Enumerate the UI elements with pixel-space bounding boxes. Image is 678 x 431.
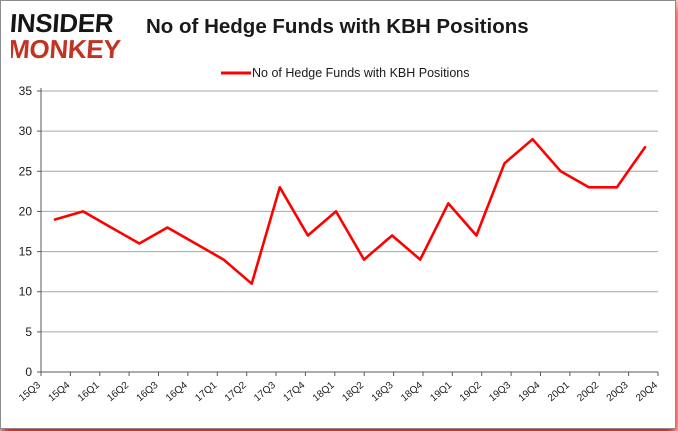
svg-text:20: 20 (19, 204, 33, 218)
svg-text:10: 10 (19, 285, 33, 299)
svg-text:35: 35 (19, 84, 33, 98)
svg-text:0: 0 (25, 365, 32, 379)
svg-text:17Q3: 17Q3 (252, 380, 278, 404)
svg-text:20Q2: 20Q2 (575, 380, 601, 404)
svg-text:15Q3: 15Q3 (17, 380, 43, 404)
svg-text:15Q4: 15Q4 (47, 380, 73, 404)
svg-text:18Q2: 18Q2 (340, 380, 366, 404)
svg-text:18Q3: 18Q3 (370, 380, 396, 404)
svg-text:19Q4: 19Q4 (517, 380, 543, 404)
svg-text:19Q2: 19Q2 (458, 380, 484, 404)
svg-text:17Q1: 17Q1 (193, 380, 219, 404)
svg-text:20Q3: 20Q3 (605, 380, 631, 404)
svg-text:19Q1: 19Q1 (428, 380, 454, 404)
svg-text:16Q2: 16Q2 (105, 380, 131, 404)
svg-text:17Q4: 17Q4 (282, 380, 308, 404)
svg-text:25: 25 (19, 164, 33, 178)
svg-text:5: 5 (25, 325, 32, 339)
svg-text:30: 30 (19, 124, 33, 138)
svg-text:20Q1: 20Q1 (546, 380, 572, 404)
svg-text:16Q4: 16Q4 (164, 380, 190, 404)
svg-text:16Q1: 16Q1 (76, 380, 102, 404)
svg-text:18Q4: 18Q4 (399, 380, 425, 404)
svg-text:18Q1: 18Q1 (311, 380, 337, 404)
svg-text:16Q3: 16Q3 (135, 380, 161, 404)
svg-text:15: 15 (19, 245, 33, 259)
svg-text:19Q3: 19Q3 (487, 380, 513, 404)
svg-text:17Q2: 17Q2 (223, 380, 249, 404)
svg-text:20Q4: 20Q4 (634, 380, 660, 404)
